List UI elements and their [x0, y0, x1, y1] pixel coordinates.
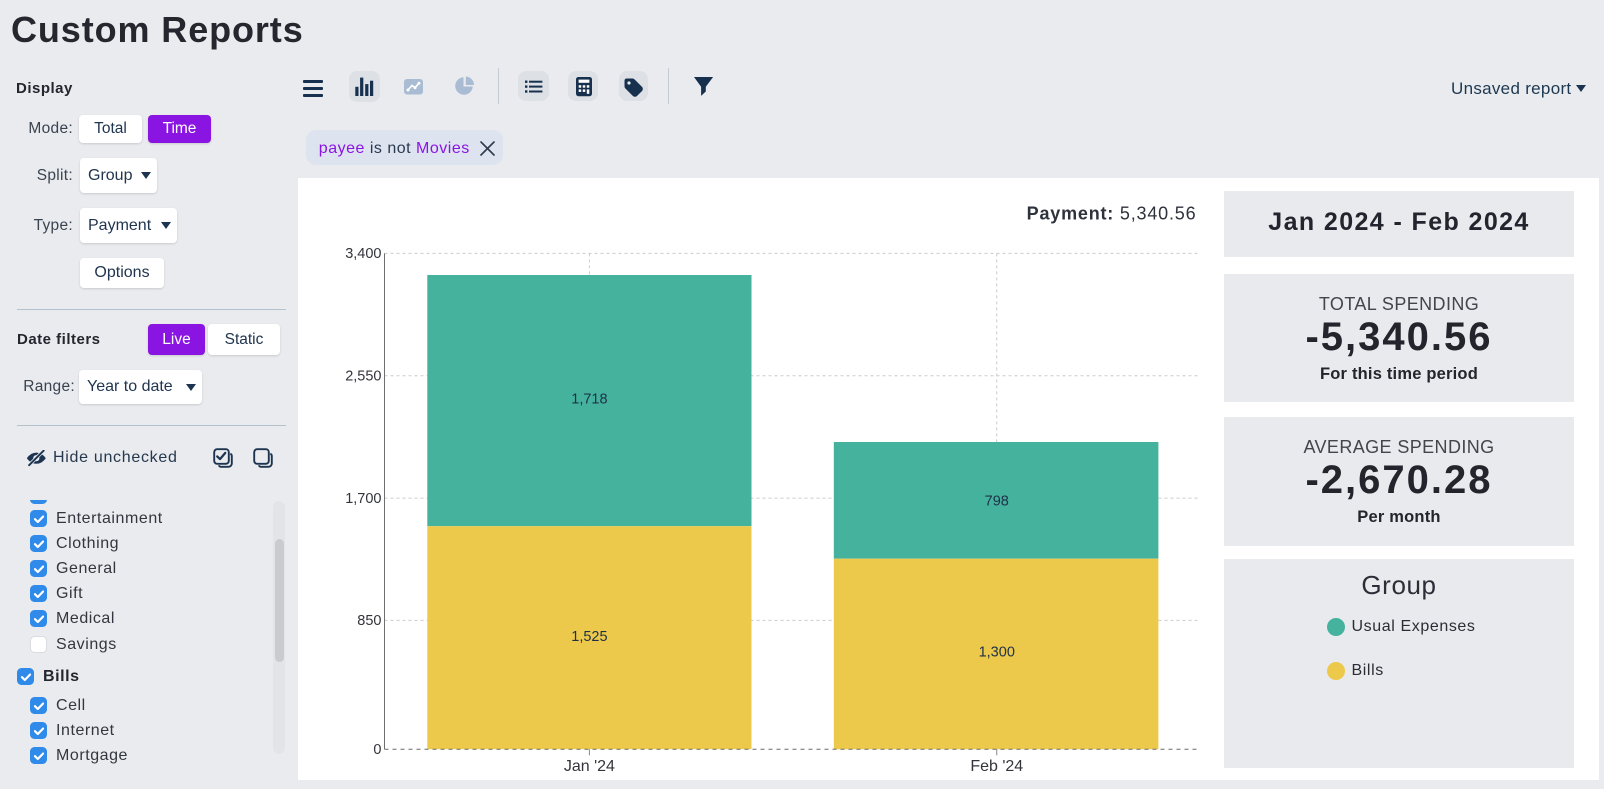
svg-text:1,700: 1,700 [345, 491, 381, 507]
svg-text:Feb '24: Feb '24 [970, 758, 1023, 775]
svg-text:798: 798 [985, 494, 1009, 510]
svg-text:Jan '24: Jan '24 [564, 758, 615, 775]
svg-text:2,550: 2,550 [345, 369, 381, 385]
svg-text:850: 850 [357, 613, 381, 629]
svg-text:0: 0 [373, 742, 381, 758]
svg-text:1,300: 1,300 [979, 645, 1015, 661]
svg-text:3,400: 3,400 [345, 246, 381, 262]
svg-text:Payment: 5,340.56: Payment: 5,340.56 [1027, 204, 1197, 224]
svg-text:1,718: 1,718 [571, 392, 607, 408]
svg-text:1,525: 1,525 [571, 629, 607, 645]
